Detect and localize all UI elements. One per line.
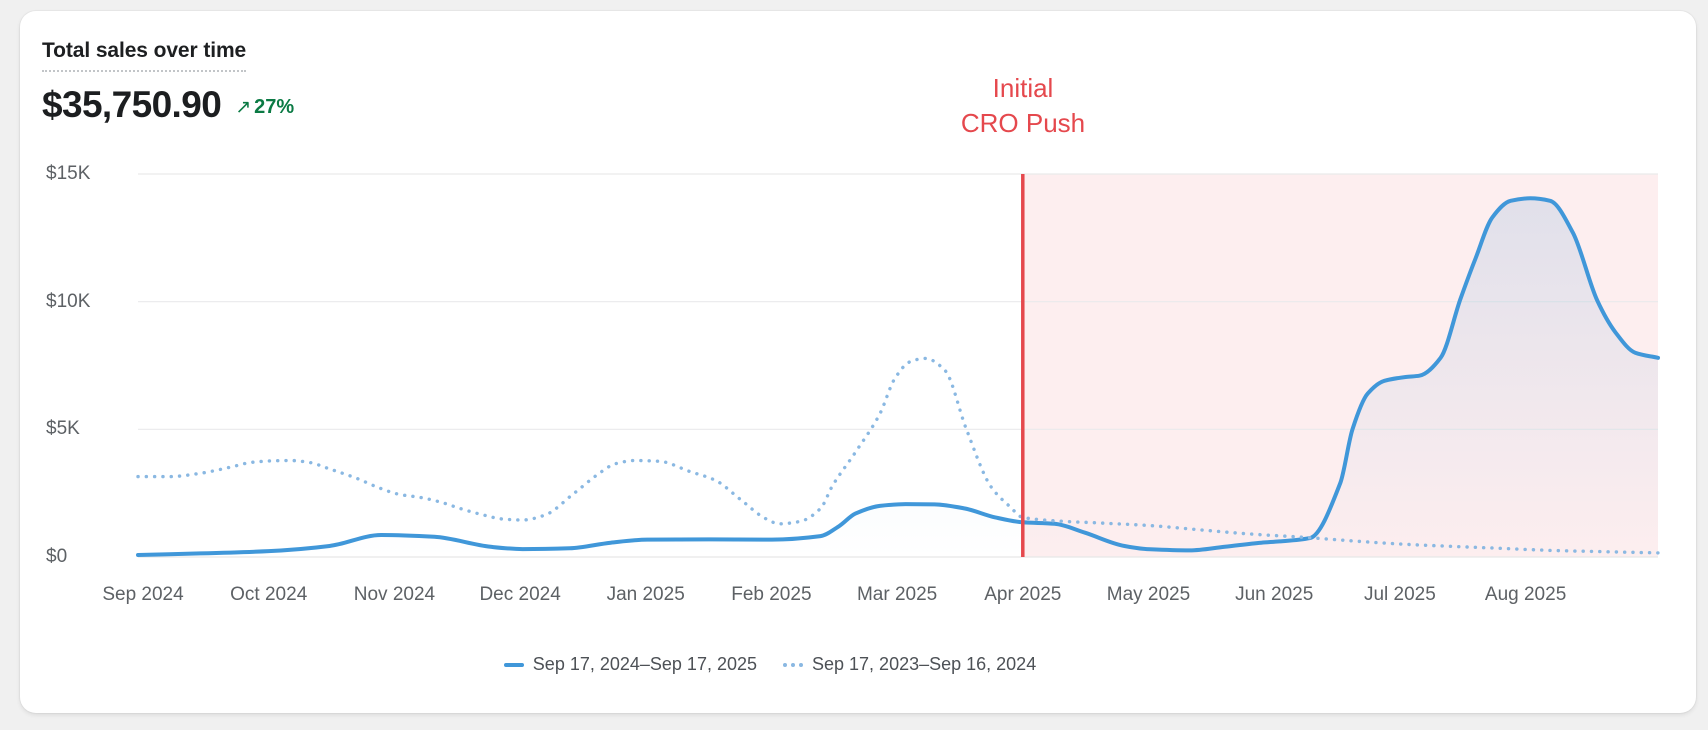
card-header: Total sales over time $35,750.90 ↗ 27%: [42, 39, 294, 126]
legend-item-previous-period[interactable]: Sep 17, 2023–Sep 16, 2024: [783, 654, 1036, 675]
legend-marker-solid-line-icon: [503, 662, 524, 667]
card-title[interactable]: Total sales over time: [42, 39, 246, 72]
trend-up-arrow-icon: ↗: [235, 96, 252, 118]
sales-line-chart[interactable]: [20, 11, 1696, 713]
annotation-line-1: Initial: [992, 73, 1054, 103]
sales-trend-badge: ↗ 27%: [235, 96, 294, 119]
series-line-previous-period: [136, 356, 1660, 555]
total-sales-row: $35,750.90 ↗ 27%: [42, 84, 294, 126]
legend-item-current-period[interactable]: Sep 17, 2024–Sep 17, 2025: [503, 654, 757, 675]
total-sales-value: $35,750.90: [42, 84, 222, 125]
legend-marker-dotted-line-icon: [783, 662, 803, 667]
annotation-line-2: CRO Push: [960, 108, 1086, 138]
cro-push-annotation: Initial CRO Push: [873, 71, 1173, 141]
sales-delta-percent: 27%: [254, 95, 295, 118]
legend-label-previous-period: Sep 17, 2023–Sep 16, 2024: [812, 654, 1037, 674]
series-line-current-period: [136, 196, 1660, 557]
legend-label-current-period: Sep 17, 2024–Sep 17, 2025: [532, 654, 757, 674]
series-area-fill: [138, 198, 1658, 558]
chart-legend: Sep 17, 2024–Sep 17, 2025 Sep 17, 2023–S…: [20, 654, 1696, 675]
analytics-card: Total sales over time $35,750.90 ↗ 27% I…: [20, 11, 1696, 713]
